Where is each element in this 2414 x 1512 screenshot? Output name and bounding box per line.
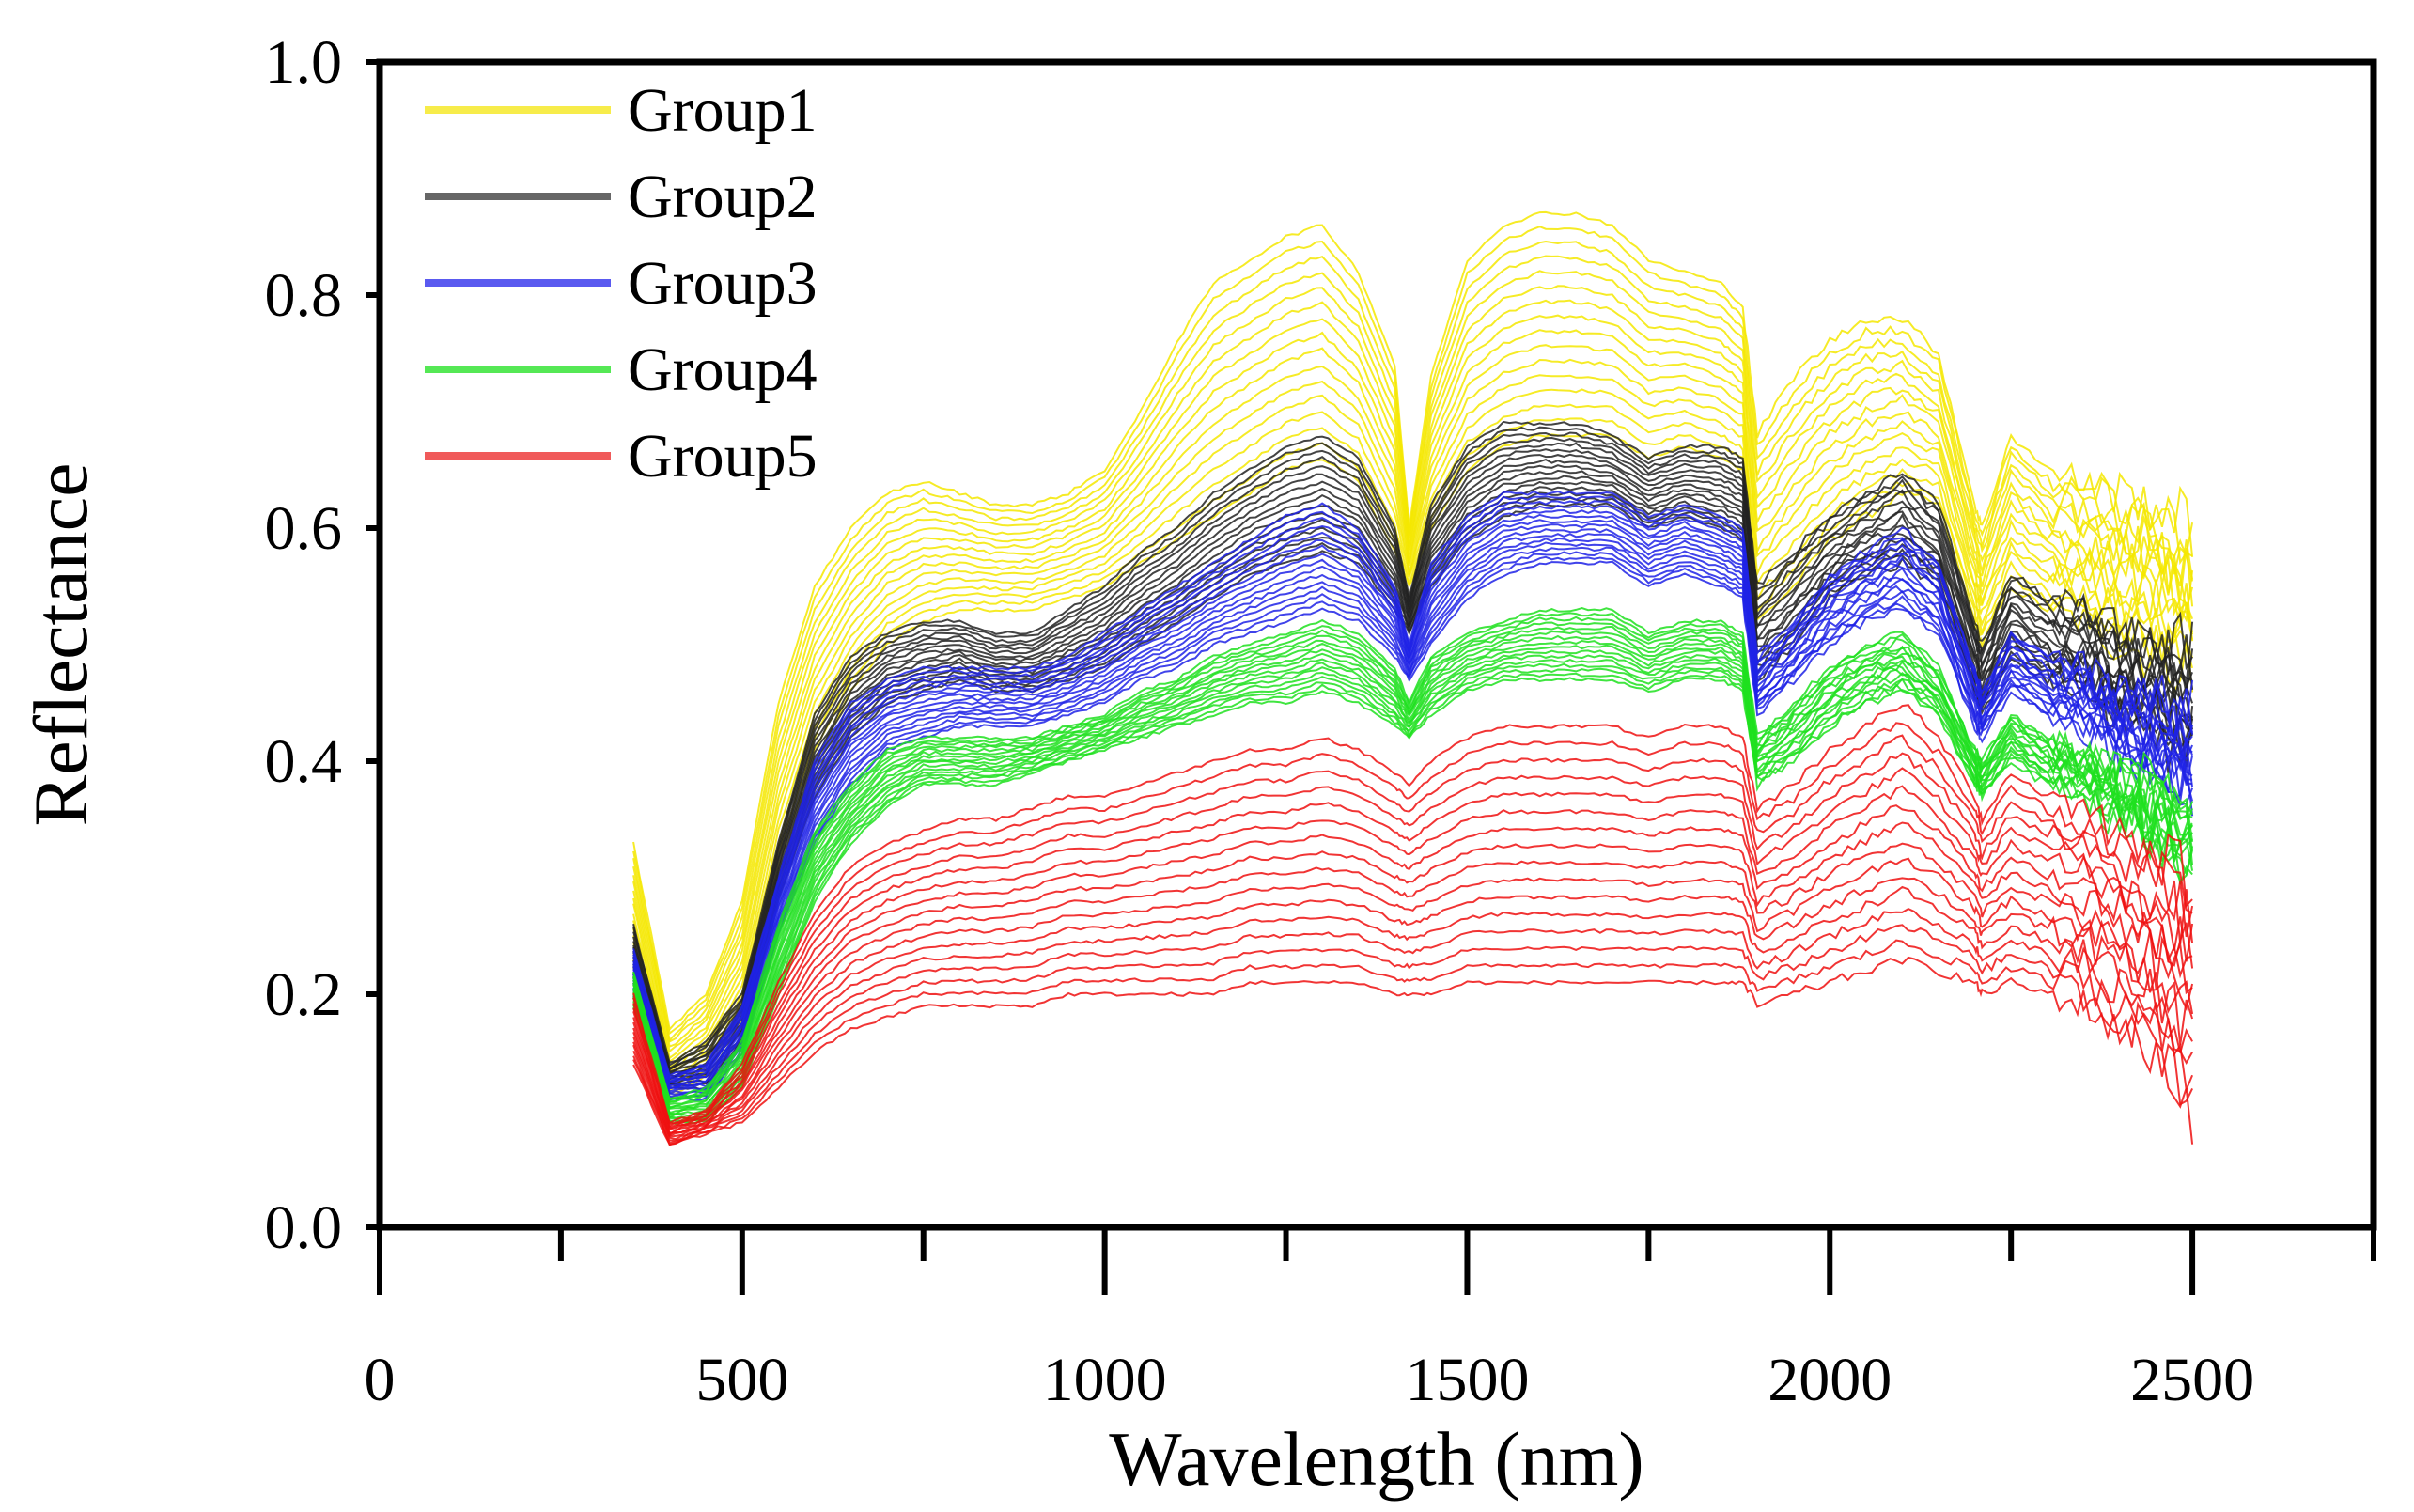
legend: Group1 Group2 Group3 Group4 Group5 (425, 76, 818, 491)
spectrum-curve (632, 459, 2194, 1076)
spectrum-curve (632, 821, 2193, 1137)
spectrum-curve (632, 785, 2194, 1130)
spectrum-curve (632, 464, 2194, 1078)
spectrum-curve (632, 804, 2193, 1135)
spectrum-curve (632, 939, 2193, 1146)
spectrum-curve (632, 210, 2194, 1032)
spectrum-curve (632, 374, 2194, 1083)
spectrum-curve (632, 255, 2194, 1043)
spectrum-curve (632, 519, 2194, 1087)
y-tick-label: 0.4 (265, 727, 343, 796)
spectrum-curve (632, 555, 2193, 1100)
spectrum-curve (632, 734, 2194, 1128)
spectrum-curve (632, 329, 2194, 1069)
legend-label-group4: Group4 (628, 335, 818, 404)
spectrum-curve (632, 344, 2194, 1073)
spectrum-curve (632, 767, 2194, 1129)
spectrum-curve (632, 877, 2194, 1138)
spectrum-curve (632, 314, 2194, 1064)
spectrum-curve (632, 431, 2193, 1070)
legend-label-group1: Group1 (628, 76, 818, 145)
spectrum-curve (632, 442, 2194, 1070)
spectrum-curve (632, 448, 2194, 1073)
spectrum-curve (632, 606, 2194, 1100)
spectrum-curve (632, 956, 2194, 1146)
spectrum-curve (632, 722, 2193, 1125)
y-tick-label: 0.8 (265, 261, 343, 330)
spectrum-curve (632, 508, 2193, 1083)
series-group4 (632, 606, 2194, 1126)
x-axis-ticks: 0 500 1000 1500 2000 2500 (365, 1227, 2376, 1414)
spectrum-curve (632, 649, 2193, 1115)
spectrum-curve (632, 541, 2193, 1095)
plot-frame (376, 58, 2377, 1231)
series-group5 (632, 704, 2194, 1146)
spectrum-curve (632, 842, 2194, 1134)
spectrum-curve (632, 226, 2193, 1036)
spectrum-curve (632, 490, 2194, 1077)
spectrum-curve (632, 752, 2194, 1130)
spectrum-curve (632, 358, 2194, 1078)
spectrum-curve (632, 857, 2194, 1137)
spectrum-curve (632, 240, 2194, 1043)
spectrum-curve (632, 546, 2194, 1096)
x-tick-label: 500 (695, 1346, 788, 1414)
spectrum-curve (632, 420, 2193, 1064)
spectrum-curve (632, 885, 2193, 1141)
spectrum-curve (632, 630, 2194, 1109)
spectrum-curve (632, 426, 2194, 1067)
x-axis-title: Wavelength (nm) (1109, 1416, 1643, 1502)
y-axis-ticks: 0.0 0.2 0.4 0.6 0.8 1.0 (265, 28, 380, 1262)
y-tick-label: 0.0 (265, 1193, 343, 1262)
spectrum-curve (632, 495, 2194, 1079)
y-axis-title: Reflectance (18, 463, 103, 827)
spectrum-curve (632, 475, 2194, 1081)
spectrum-curve (632, 704, 2193, 1125)
legend-label-group2: Group2 (628, 163, 818, 231)
y-tick-label: 1.0 (265, 28, 343, 97)
legend-label-group5: Group5 (628, 422, 818, 491)
series-group3 (632, 490, 2194, 1101)
spectrum-curve (632, 453, 2193, 1075)
spectrum-curve (632, 388, 2194, 1089)
spectrum-curve (632, 677, 2194, 1126)
x-tick-label: 2500 (2130, 1346, 2254, 1414)
x-tick-label: 2000 (1768, 1346, 1892, 1414)
x-tick-label: 1000 (1043, 1346, 1167, 1414)
spectrum-curve (632, 537, 2194, 1093)
x-tick-label: 0 (365, 1346, 396, 1414)
x-tick-label: 1500 (1405, 1346, 1529, 1414)
spectrum-curve (632, 270, 2194, 1048)
spectrum-curve (632, 285, 2194, 1053)
spectrum-curve (632, 924, 2194, 1145)
series-layer (632, 210, 2194, 1146)
spectrum-curve (632, 672, 2193, 1123)
spectrum-curve (632, 662, 2193, 1120)
spectrum-curve (632, 907, 2193, 1142)
spectrum-curve (632, 616, 2194, 1103)
legend-label-group3: Group3 (628, 249, 818, 318)
spectrum-curve (632, 299, 2194, 1060)
y-tick-label: 0.6 (265, 494, 343, 563)
spectrum-curve (632, 533, 2194, 1090)
series-group1 (632, 210, 2194, 1102)
spectrum-curve (632, 436, 2194, 1071)
y-tick-label: 0.2 (265, 960, 343, 1029)
